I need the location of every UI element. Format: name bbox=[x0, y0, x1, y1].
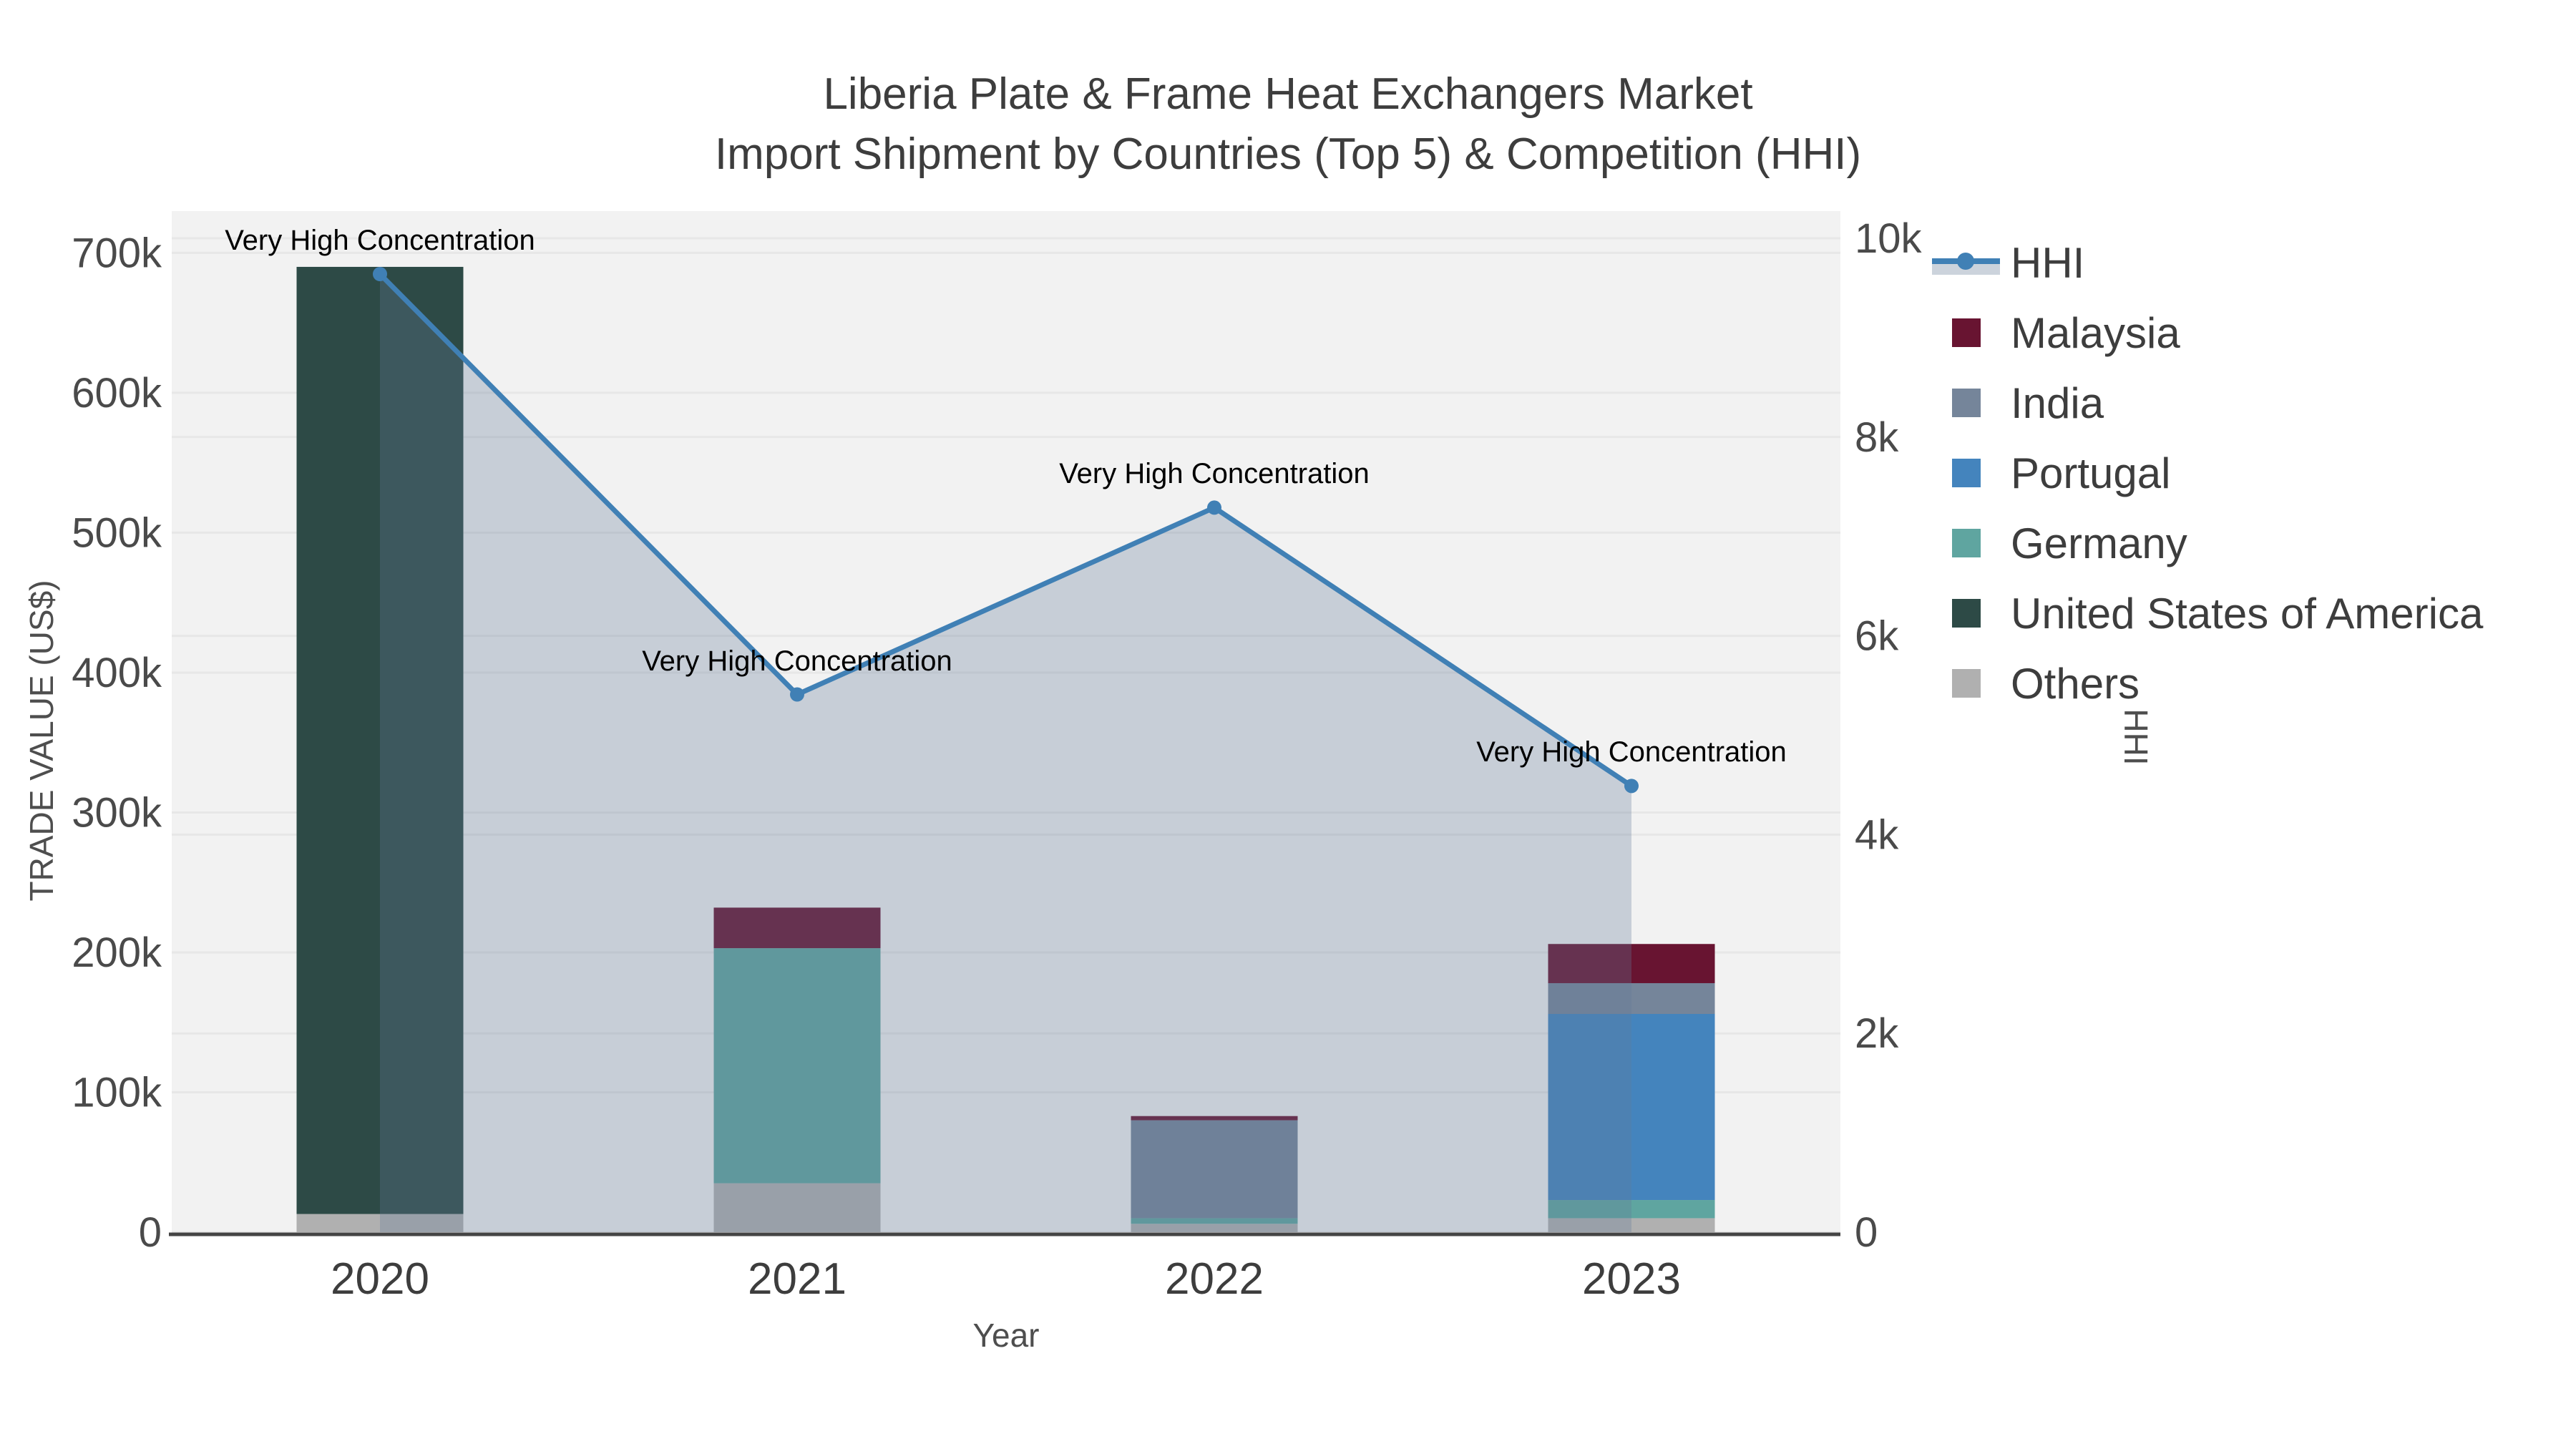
annotation-2020: Very High Concentration bbox=[225, 225, 535, 256]
y-tick-label-left: 500k bbox=[72, 509, 162, 556]
legend-label: United States of America bbox=[2011, 589, 2484, 638]
x-tick-label: 2020 bbox=[331, 1254, 429, 1304]
legend-item-germany[interactable]: Germany bbox=[1932, 508, 2483, 578]
legend-swatch-malaysia bbox=[1932, 318, 2011, 347]
swatch-icon bbox=[1952, 318, 1981, 347]
legend-swatch-others bbox=[1932, 669, 2011, 698]
legend-item-portugal[interactable]: Portugal bbox=[1932, 438, 2483, 508]
y-tick-label-right: 6k bbox=[1855, 613, 1899, 660]
legend-swatch-india bbox=[1932, 389, 2011, 417]
hhi-line-marker-icon bbox=[1932, 253, 2000, 275]
y-tick-label-right: 8k bbox=[1855, 414, 1899, 461]
y-tick-label-right: 2k bbox=[1855, 1010, 1899, 1057]
swatch-icon bbox=[1952, 389, 1981, 417]
bar-segment-malaysia-2021 bbox=[713, 907, 881, 949]
legend-item-others[interactable]: Others bbox=[1932, 648, 2483, 718]
y-tick-label-left: 700k bbox=[72, 230, 162, 276]
legend-item-malaysia[interactable]: Malaysia bbox=[1932, 298, 2483, 368]
annotation-2023: Very High Concentration bbox=[1476, 736, 1787, 769]
hhi-marker-2023 bbox=[1624, 779, 1639, 794]
bar-segment-malaysia-2022 bbox=[1131, 1116, 1298, 1121]
hhi-line bbox=[378, 272, 1633, 789]
legend-label: Malaysia bbox=[2011, 308, 2180, 357]
swatch-icon bbox=[1952, 459, 1981, 487]
hhi-marker-2022 bbox=[1207, 500, 1221, 515]
bar-segment-germany-2023 bbox=[1548, 1200, 1715, 1219]
legend-item-india[interactable]: India bbox=[1932, 368, 2483, 438]
legend-label: Others bbox=[2011, 659, 2140, 708]
y-tick-label-left: 300k bbox=[72, 789, 162, 836]
bar-segment-others-2022 bbox=[1131, 1224, 1298, 1232]
bar-segment-germany-2021 bbox=[713, 948, 881, 1184]
bar-segment-united-states-of-america-2020 bbox=[296, 266, 464, 1214]
bar-segment-malaysia-2023 bbox=[1548, 944, 1715, 983]
hhi-marker-2020 bbox=[373, 267, 387, 282]
left-axis-title: TRADE VALUE (US$) bbox=[23, 580, 60, 902]
bar-segment-others-2023 bbox=[1548, 1218, 1715, 1232]
legend-label: Portugal bbox=[2011, 449, 2171, 497]
legend-swatch-united-states-of-america bbox=[1932, 599, 2011, 628]
y-tick-label-left: 600k bbox=[72, 370, 162, 416]
y-tick-label-left: 400k bbox=[72, 650, 162, 696]
x-tick-label: 2022 bbox=[1165, 1254, 1264, 1304]
bar-segment-others-2020 bbox=[296, 1214, 464, 1232]
y-tick-label-right: 10k bbox=[1855, 215, 1923, 262]
y-tick-label-left: 200k bbox=[72, 930, 162, 976]
y-tick-label-right: 0 bbox=[1855, 1209, 1878, 1256]
y-tick-label-left: 100k bbox=[72, 1069, 162, 1116]
legend-label: HHI bbox=[2011, 238, 2085, 287]
swatch-icon bbox=[1952, 669, 1981, 698]
x-tick-label: 2023 bbox=[1582, 1254, 1681, 1304]
annotation-2022: Very High Concentration bbox=[1059, 458, 1370, 490]
swatch-icon bbox=[1952, 599, 1981, 628]
hhi-marker-2021 bbox=[790, 687, 804, 702]
swatch-icon bbox=[1952, 529, 1981, 557]
legend-swatch-portugal bbox=[1932, 459, 2011, 487]
legend: HHI Malaysia India Portugal Germany United St… bbox=[1932, 228, 2483, 718]
bar-segment-india-2022 bbox=[1131, 1120, 1298, 1219]
x-tick-label: 2021 bbox=[748, 1254, 847, 1304]
y-tick-label-left: 0 bbox=[139, 1209, 162, 1256]
bar-segment-india-2023 bbox=[1548, 982, 1715, 1014]
chart-title: Liberia Plate & Frame Heat Exchangers Ma… bbox=[823, 69, 1753, 119]
bar-segment-germany-2022 bbox=[1131, 1218, 1298, 1224]
hhi-line-sample-icon bbox=[1932, 247, 2011, 278]
legend-item-united-states-of-america[interactable]: United States of America bbox=[1932, 578, 2483, 648]
legend-swatch-germany bbox=[1932, 529, 2011, 557]
hhi-area bbox=[380, 274, 1631, 1232]
y-tick-label-right: 4k bbox=[1855, 811, 1899, 858]
legend-label: Germany bbox=[2011, 519, 2187, 567]
annotation-2021: Very High Concentration bbox=[642, 645, 952, 677]
legend-label: India bbox=[2011, 379, 2104, 427]
chart-subtitle: Import Shipment by Countries (Top 5) & C… bbox=[714, 130, 1862, 179]
legend-item-hhi[interactable]: HHI bbox=[1932, 228, 2483, 298]
x-axis-title: Year bbox=[972, 1317, 1040, 1354]
bar-segment-portugal-2023 bbox=[1548, 1013, 1715, 1201]
bar-segment-others-2021 bbox=[713, 1183, 881, 1232]
